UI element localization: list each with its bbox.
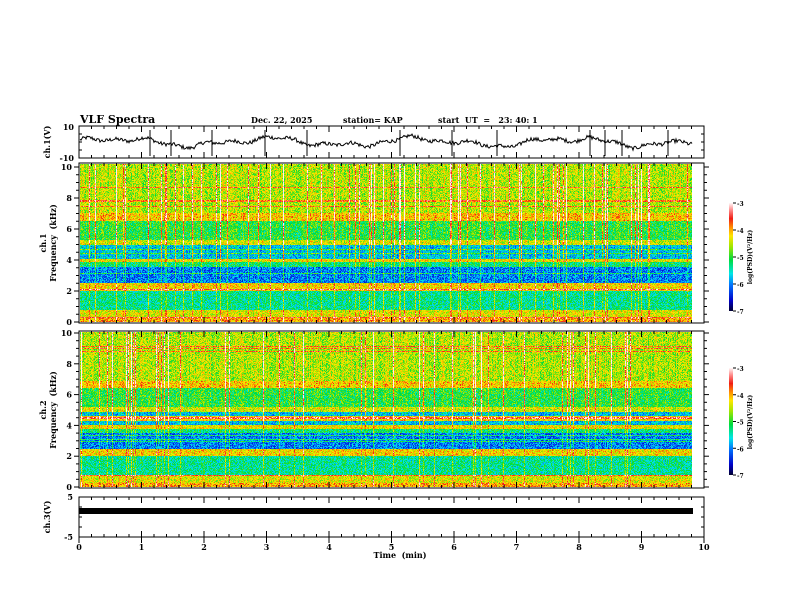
spec-y-tick-label-0: 0 bbox=[66, 482, 72, 492]
spec-y-tick-label-2: 2 bbox=[66, 451, 72, 461]
ch2-spec-yticks: 0 2 4 6 8 10 bbox=[61, 328, 709, 492]
ch1-spike-lines bbox=[149, 130, 669, 156]
ch1-colorbar-ticks: -3 -4 -5 -6 -7 bbox=[733, 201, 744, 316]
ch1-colorbar bbox=[729, 203, 733, 311]
x-tick-label-8: 8 bbox=[576, 542, 582, 552]
x-axis-label: Time (min) bbox=[373, 550, 426, 560]
x-tick-label-2: 2 bbox=[201, 542, 207, 552]
spec-y-tick-label-8: 8 bbox=[66, 359, 72, 369]
ch3-waveform-band bbox=[79, 508, 693, 514]
colorbar-tick-label: -5 bbox=[737, 255, 744, 262]
x-tick-label-1: 1 bbox=[139, 542, 145, 552]
ch1-spec-yticks: 0 2 4 6 8 10 bbox=[61, 162, 709, 327]
ch2-colorbar-label: log(PSD)(V²/Hz) bbox=[747, 395, 754, 450]
ch1-ytick-bottom: -10 bbox=[60, 153, 75, 163]
x-tick-label-4: 4 bbox=[326, 542, 332, 552]
ch3-ytick-top: 5 bbox=[67, 492, 73, 502]
colorbar-tick-label: -5 bbox=[737, 420, 744, 427]
spec-y-tick-label-10: 10 bbox=[61, 328, 73, 338]
colorbar-tick-label: -3 bbox=[737, 366, 744, 373]
colorbar-tick-label: -4 bbox=[737, 393, 744, 400]
colorbar-tick-label: -3 bbox=[737, 201, 744, 208]
ch1-spec-ylabel: Frequency (kHz) bbox=[48, 204, 58, 282]
station-label: station= KAP bbox=[343, 115, 403, 125]
ch2-spectrogram-image bbox=[80, 332, 692, 487]
ch1-ytick-top: 10 bbox=[63, 122, 75, 132]
spec-y-tick-label-4: 4 bbox=[66, 255, 72, 265]
ch3-ylabel: ch.3(V) bbox=[42, 500, 52, 533]
colorbar-tick-label: -4 bbox=[737, 228, 744, 235]
spec-y-tick-label-10: 10 bbox=[61, 162, 73, 172]
colorbar-tick-label: -7 bbox=[737, 473, 744, 480]
colorbar-tick-label: -6 bbox=[737, 446, 744, 453]
ch2-colorbar-ticks: -3 -4 -5 -6 -7 bbox=[733, 366, 744, 480]
ch1-spec-ylabel-channel: ch.1 bbox=[38, 233, 48, 252]
ch1-ylabel: ch.1(V) bbox=[42, 125, 52, 158]
ch2-colorbar bbox=[729, 368, 733, 475]
ch2-spec-frame bbox=[78, 330, 705, 489]
spec-y-tick-label-6: 6 bbox=[66, 224, 72, 234]
x-tick-label-6: 6 bbox=[451, 542, 457, 552]
x-tick-label-5: 5 bbox=[389, 542, 395, 552]
ch1-spec-frame bbox=[78, 162, 705, 324]
x-tick-label-0: 0 bbox=[76, 542, 82, 552]
figure-title: VLF Spectra bbox=[79, 113, 155, 126]
spec-y-tick-label-2: 2 bbox=[66, 286, 72, 296]
spec-y-tick-label-4: 4 bbox=[66, 420, 72, 430]
date-label: Dec. 22, 2025 bbox=[251, 115, 312, 125]
colorbar-tick-label: -6 bbox=[737, 282, 744, 289]
ch1-waveform-panel: 10 -10 ch.1(V) bbox=[42, 122, 705, 163]
ch3-ytick-bottom: -5 bbox=[64, 532, 73, 542]
x-tick-label-3: 3 bbox=[264, 542, 270, 552]
x-axis-ticks bbox=[78, 125, 705, 543]
ch1-waveform-line bbox=[79, 133, 693, 152]
ch1-colorbar-label: log(PSD)(V²/Hz) bbox=[747, 230, 754, 285]
spec-y-tick-label-6: 6 bbox=[66, 390, 72, 400]
x-tick-label-10: 10 bbox=[698, 542, 710, 552]
colorbar-tick-label: -7 bbox=[737, 309, 744, 316]
ch2-spec-ylabel: Frequency (kHz) bbox=[48, 371, 58, 449]
x-tick-label-9: 9 bbox=[639, 542, 645, 552]
ch1-spectrogram-image bbox=[80, 164, 692, 322]
spec-y-tick-label-8: 8 bbox=[66, 193, 72, 203]
ch2-spec-ylabel-channel: ch.2 bbox=[38, 400, 48, 419]
start-time-label: start UT = 23: 40: 1 bbox=[438, 115, 538, 125]
spec-y-tick-label-0: 0 bbox=[66, 317, 72, 327]
x-tick-label-7: 7 bbox=[514, 542, 520, 552]
x-axis-tick-labels: 0 1 2 3 4 5 6 7 8 9 10 bbox=[76, 542, 710, 552]
